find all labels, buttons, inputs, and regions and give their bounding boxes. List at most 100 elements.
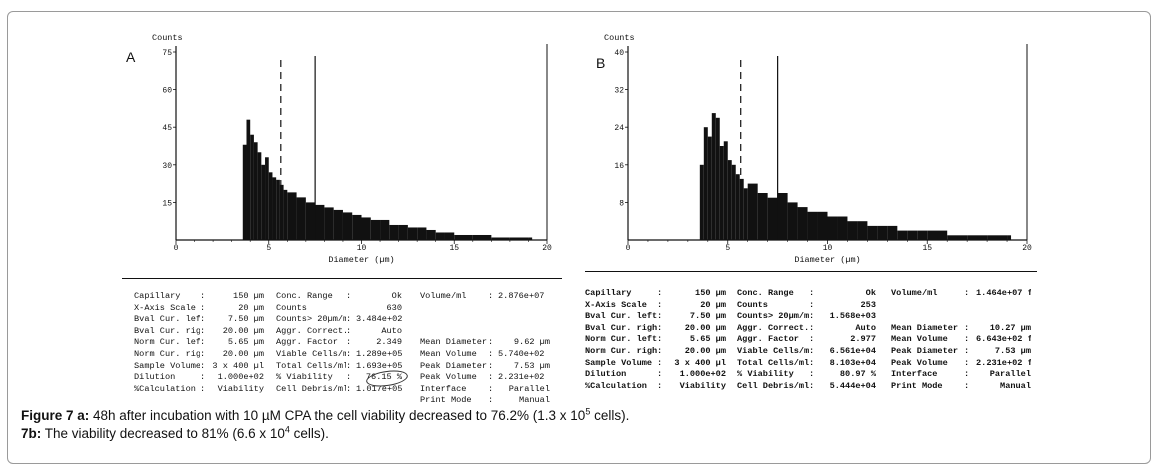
panel-b-col3-row: Volume/ml:1.464e+07 fl — [891, 288, 1031, 300]
panel-a-col2-value: 630 — [386, 302, 402, 313]
panel-a-bar — [380, 219, 390, 240]
panel-a-col1-value: 20.00 µm — [222, 348, 264, 359]
panel-b-bar — [703, 127, 708, 240]
panel-a-col3-label: Interface — [420, 383, 467, 394]
panel-a-col2-value: 3.484e+02 — [356, 314, 402, 325]
panel-b-col2-row: Total Cells/ml: 8.103e+04 — [737, 358, 876, 370]
panel-b-bar — [897, 230, 908, 240]
panel-b-col3-label: Mean Diameter — [891, 322, 959, 333]
panel-b-col3-label: Peak Volume — [891, 357, 948, 368]
panel-b-table-col3: Volume/ml:1.464e+07 fl Mean Diameter: 10.… — [891, 288, 1031, 392]
panel-b-col1-value: Viability — [679, 380, 726, 391]
panel-a-col2-label: Counts — [276, 302, 307, 313]
panel-b-col1-row: Norm Cur. left: 5.65 µm — [585, 334, 726, 346]
panel-b-col1-label: X-Axis Scale — [585, 299, 647, 310]
panel-b-bar — [987, 235, 1008, 240]
panel-a-col3-colon: : — [488, 337, 494, 348]
panel-b-col3-label — [891, 311, 964, 323]
panel-b-col2-value: 8.103e+04 — [829, 357, 876, 368]
panel-b-col2-value: 80.97 % — [839, 369, 876, 380]
panel-b-col2-colon: : — [809, 357, 815, 368]
panel-a-col2-row: Conc. Range: Ok — [276, 291, 402, 303]
panel-a-col1-row: Sample Volume:3 x 400 µl — [134, 361, 264, 373]
panel-a-col3-value: 2.231e+02 fl — [498, 372, 550, 383]
panel-a-x-tick-label: 0 — [174, 244, 179, 253]
panel-b-col2-colon: : — [809, 380, 815, 391]
panel-a-col3-row — [420, 303, 550, 315]
panel-b-col3-colon: : — [964, 345, 970, 356]
panel-a-col1-colon: : — [200, 325, 206, 336]
panel-b-col2-colon: : — [809, 334, 815, 345]
panel-a-col1-label: X-Axis Scale — [134, 302, 196, 313]
panel-b-col2-label: Counts — [737, 299, 768, 310]
panel-a-col1-value: 1.000e+02 — [217, 372, 264, 383]
panel-b-col3-colon: : — [964, 334, 970, 345]
panel-a-y-tick-label: 75 — [162, 49, 172, 58]
panel-a-bar — [261, 164, 266, 240]
panel-a-bar — [491, 237, 510, 240]
panel-a-table-col3: Volume/ml:2.876e+07 fl Mean Diameter:9.6… — [420, 291, 550, 407]
caption-line-2: 7b: The viability decreased to 81% (6.6 … — [21, 425, 629, 443]
panel-b-bar — [877, 225, 888, 240]
panel-b-col1-row: Dilution: 1.000e+02 — [585, 369, 726, 381]
panel-b-bar — [907, 230, 918, 240]
panel-a-bar — [324, 207, 334, 240]
panel-b-col1-colon: : — [657, 334, 663, 345]
panel-a-bar — [389, 224, 399, 240]
panel-a-col1-value: 7.50 µm — [227, 314, 264, 325]
panel-b-col2-colon: : — [809, 299, 815, 310]
panel-b-col3-colon: : — [964, 357, 970, 368]
panel-b-col1-row: Capillary: 150 µm — [585, 288, 726, 300]
panel-a-bar — [361, 217, 371, 240]
panel-b-col3-row — [891, 300, 1031, 312]
panel-b-col1-colon: : — [657, 322, 663, 333]
panel-a-col2-row: Aggr. Factor: 2.349 — [276, 337, 402, 349]
panel-a-col1-colon: : — [200, 314, 206, 325]
panel-b-x-title: Diameter (µm) — [794, 255, 860, 265]
panel-a-col3-row: Peak Diameter: 7.53 µm — [420, 361, 550, 373]
panel-b-col1-colon: : — [657, 380, 663, 391]
panel-a-bar — [352, 214, 362, 240]
panel-a-col3-colon: : — [488, 348, 494, 359]
panel-b-col3-row: Mean Volume:6.643e+02 fl — [891, 334, 1031, 346]
panel-a-col1-colon: : — [200, 348, 206, 359]
panel-b-col2-label: Conc. Range — [737, 288, 794, 298]
panel-b-bar — [1007, 235, 1012, 240]
panel-a-col2-row: Counts> 20µm/ml:3.484e+02 — [276, 314, 402, 326]
panel-a-col2-value: 1.289e+05 — [356, 348, 402, 359]
panel-b-bar — [711, 113, 716, 240]
panel-a-col2-colon — [346, 303, 356, 315]
panel-a-col3-label: Peak Diameter — [420, 360, 488, 371]
panel-a-bar — [472, 234, 492, 240]
panel-a-col2-label: Total Cells/ml — [276, 360, 346, 371]
panel-a-col1-label: %Calculation — [134, 383, 196, 394]
panel-b-col3-label — [891, 300, 964, 312]
panel-a-bar — [296, 197, 306, 240]
panel-b-bar — [797, 207, 808, 240]
panel-b-separator — [585, 271, 1037, 272]
panel-a-x-title: Diameter (µm) — [328, 255, 394, 265]
panel-b-bar — [967, 235, 988, 240]
panel-b-col1-value: 1.000e+02 — [679, 369, 726, 380]
panel-a-col1-row: Bval Cur. right: 20.00 µm — [134, 326, 264, 338]
panel-a-letter: A — [126, 49, 136, 65]
panel-a-col3-value: Parallel — [508, 383, 550, 394]
panel-b-col3-label: Interface — [891, 369, 938, 380]
panel-b-col3-value: 10.27 µm — [989, 322, 1031, 333]
panel-a-col1-row: Capillary: 150 µm — [134, 291, 264, 303]
panel-a-col3-label — [420, 303, 488, 315]
panel-b-col1-colon: : — [657, 345, 663, 356]
panel-b-col1-row: Norm Cur. right: 20.00 µm — [585, 346, 726, 358]
panel-b-bar — [787, 202, 798, 240]
panel-b-col1-row: Sample Volume:3 x 400 µl — [585, 358, 726, 370]
panel-b-col3-label: Print Mode — [891, 380, 943, 391]
panel-b-bar — [807, 211, 818, 240]
panel-a-bar — [342, 212, 353, 240]
panel-b-y-title: Counts — [604, 33, 635, 43]
panel-a-col2-value: Auto — [381, 325, 402, 336]
panel-b-col1-label: Sample Volume — [585, 357, 653, 368]
panel-b-col2-row: Viable Cells/ml: 6.561e+04 — [737, 346, 876, 358]
panel-a-bar — [265, 157, 269, 240]
panel-b-bar — [927, 230, 948, 240]
panel-a-col2-label: Aggr. Factor — [276, 337, 338, 348]
